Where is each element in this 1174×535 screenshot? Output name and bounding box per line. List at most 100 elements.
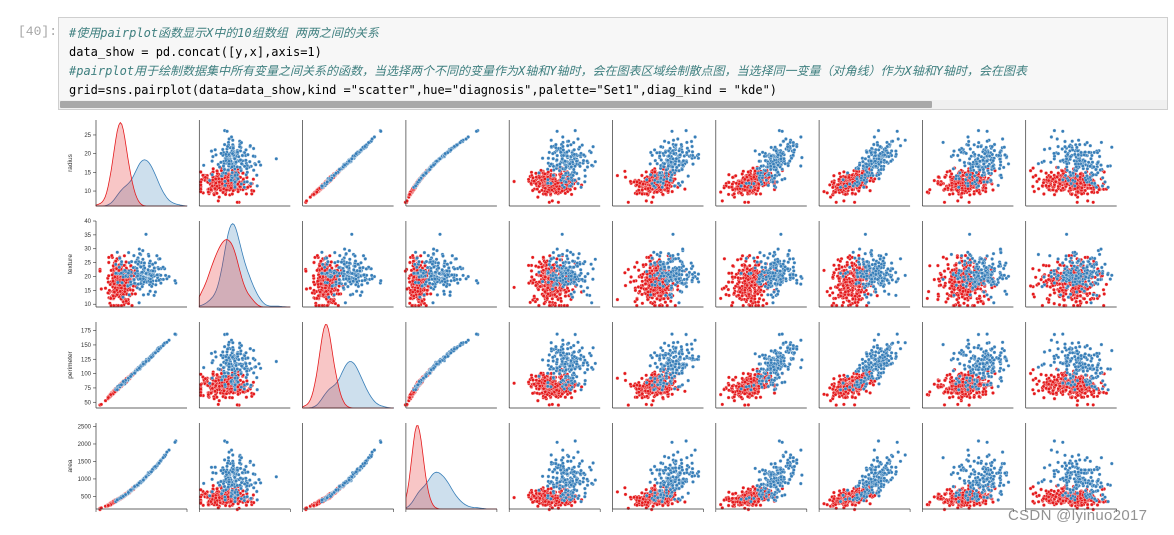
point-benign: [783, 161, 788, 166]
point-benign: [764, 178, 769, 183]
point-benign: [561, 144, 565, 149]
point-benign: [1065, 161, 1069, 166]
point-benign: [219, 151, 223, 156]
point-benign: [257, 159, 261, 164]
point-malignant: [752, 187, 757, 192]
point-benign: [151, 269, 155, 273]
scrollbar-thumb[interactable]: [60, 101, 932, 108]
point-benign: [589, 163, 594, 168]
point-benign: [1060, 147, 1065, 151]
point-malignant: [1028, 168, 1033, 173]
point-malignant: [407, 192, 412, 197]
point-benign: [653, 173, 657, 178]
point-benign: [954, 173, 959, 178]
point-benign: [163, 273, 168, 278]
point-benign: [233, 173, 237, 178]
point-benign: [354, 151, 359, 156]
point-benign: [413, 184, 418, 188]
point-benign: [855, 180, 860, 184]
code-editor[interactable]: #使用pairplot函数显示X中的10组数组 两两之间的关系 data_sho…: [69, 24, 1027, 100]
point-benign: [325, 180, 330, 184]
point-benign: [885, 144, 890, 149]
point-benign: [140, 270, 145, 275]
point-benign: [222, 142, 227, 147]
point-malignant: [951, 191, 955, 196]
point-benign: [1086, 160, 1091, 165]
y-tick-label: 20: [84, 152, 91, 158]
point-benign: [320, 184, 324, 188]
point-benign: [964, 172, 969, 177]
point-benign: [1071, 171, 1075, 176]
point-benign: [546, 156, 551, 161]
pair-cell-0-8: [922, 120, 1014, 207]
cell-prompt: [40]:: [18, 24, 58, 39]
point-malignant: [830, 185, 835, 190]
axis-label-radius: radius: [67, 153, 74, 171]
point-benign: [879, 167, 884, 172]
point-benign: [244, 148, 248, 152]
point-benign: [235, 165, 240, 169]
point-benign: [679, 142, 684, 147]
point-benign: [359, 148, 363, 152]
point-benign: [1003, 153, 1007, 157]
point-benign: [873, 159, 878, 164]
point-benign: [583, 168, 587, 173]
point-malignant: [1051, 188, 1055, 192]
point-benign: [980, 173, 985, 178]
point-benign: [985, 180, 990, 184]
point-benign: [864, 164, 869, 169]
point-benign: [424, 171, 428, 176]
point-benign: [558, 150, 563, 155]
point-malignant: [1041, 180, 1046, 185]
point-benign: [347, 159, 352, 164]
horizontal-scrollbar[interactable]: [59, 100, 1167, 109]
point-benign: [141, 276, 146, 281]
point-malignant: [108, 296, 113, 301]
point-malignant: [842, 170, 846, 174]
point-benign: [865, 170, 870, 175]
point-benign: [251, 154, 256, 158]
point-malignant: [756, 186, 761, 191]
point-benign: [136, 282, 141, 286]
point-benign: [560, 156, 565, 161]
point-benign: [886, 154, 891, 159]
point-benign: [972, 142, 977, 147]
code-cell[interactable]: #使用pairplot函数显示X中的10组数组 两两之间的关系 data_sho…: [58, 17, 1168, 110]
pair-cell-1-2: [302, 221, 394, 308]
point-benign: [147, 264, 152, 269]
point-benign: [668, 170, 673, 175]
point-benign: [557, 168, 562, 173]
point-benign: [782, 176, 787, 181]
point-malignant: [543, 192, 548, 196]
point-malignant: [837, 177, 841, 182]
point-benign: [766, 183, 771, 188]
point-benign: [136, 262, 140, 266]
point-malignant: [943, 175, 947, 180]
point-benign: [766, 172, 771, 177]
point-benign: [126, 250, 131, 255]
point-malignant: [747, 189, 752, 193]
point-malignant: [1091, 200, 1096, 205]
point-benign: [776, 163, 780, 167]
point-benign: [662, 161, 667, 166]
point-benign: [1085, 166, 1090, 171]
point-malignant: [1049, 170, 1054, 175]
point-benign: [443, 151, 448, 156]
point-benign: [1077, 142, 1082, 147]
point-benign: [1091, 172, 1096, 177]
point-malignant: [1055, 175, 1059, 179]
point-malignant: [727, 180, 731, 185]
point-benign: [1099, 163, 1103, 167]
point-benign: [690, 144, 694, 149]
point-benign: [1092, 181, 1097, 186]
point-malignant: [641, 182, 646, 186]
point-malignant: [112, 275, 117, 279]
point-malignant: [742, 188, 747, 192]
point-malignant: [822, 189, 826, 194]
point-malignant: [236, 189, 240, 194]
point-benign: [680, 167, 684, 172]
pair-cell-0-5: [612, 120, 704, 207]
point-malignant: [827, 183, 832, 187]
point-benign: [772, 176, 777, 181]
point-benign: [227, 162, 231, 166]
